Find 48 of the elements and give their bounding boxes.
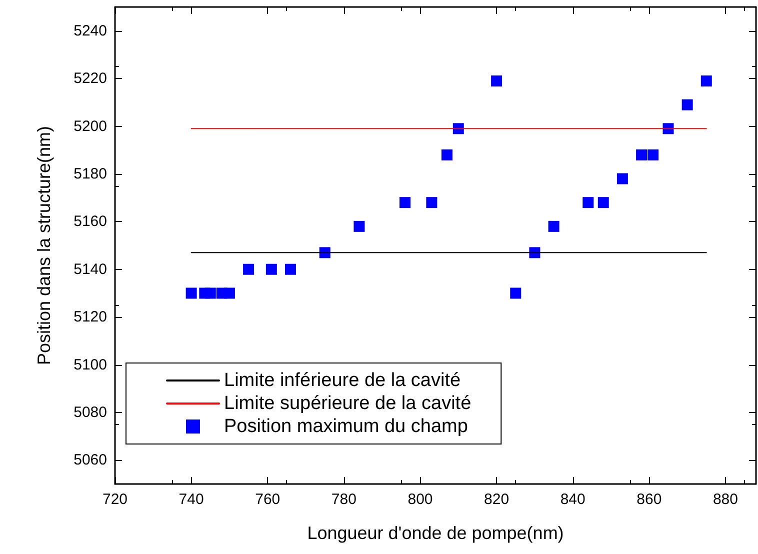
x-tick-label: 720 xyxy=(102,491,128,508)
point xyxy=(662,123,674,134)
point xyxy=(647,149,658,160)
point xyxy=(204,288,216,299)
y-axis-title: Position dans la structure(nm) xyxy=(34,126,54,366)
x-tick-label: 740 xyxy=(178,491,204,508)
y-tick-label: 5060 xyxy=(74,452,107,469)
y-tick-label: 5140 xyxy=(74,260,107,278)
legend-label: Limite supérieure de la cavité xyxy=(224,393,472,414)
point xyxy=(700,75,712,86)
x-tick-label: 760 xyxy=(255,491,280,508)
x-tick-label: 880 xyxy=(712,491,738,508)
point xyxy=(399,197,410,208)
point xyxy=(186,288,197,299)
x-tick-label: 840 xyxy=(560,491,586,508)
point xyxy=(426,197,438,208)
point xyxy=(452,123,464,134)
point xyxy=(510,288,522,299)
point xyxy=(598,197,609,208)
y-tick-label: 5200 xyxy=(74,118,107,135)
point xyxy=(266,264,277,275)
x-tick-label: 780 xyxy=(331,491,356,508)
point xyxy=(354,220,365,232)
point xyxy=(224,288,235,299)
x-axis-title: Longueur d'onde de pompe(nm) xyxy=(307,523,564,543)
y-tick-label: 5080 xyxy=(74,404,107,421)
point xyxy=(441,149,452,160)
point xyxy=(682,99,693,110)
point xyxy=(548,220,560,232)
x-tick-label: 800 xyxy=(408,491,433,508)
legend-label: Limite inférieure de la cavité xyxy=(224,370,461,391)
point xyxy=(616,173,628,184)
y-tick-label: 5100 xyxy=(74,356,107,374)
y-tick-label: 5240 xyxy=(74,22,107,40)
legend-label: Position maximum du champ xyxy=(224,416,468,437)
x-tick-label: 820 xyxy=(484,491,510,508)
point xyxy=(582,197,594,208)
y-tick-label: 5120 xyxy=(74,308,107,326)
y-tick-label: 5220 xyxy=(74,70,107,88)
point xyxy=(529,247,540,258)
x-tick-label: 860 xyxy=(636,491,662,508)
y-tick-label: 5180 xyxy=(74,165,107,182)
point xyxy=(636,149,648,160)
point xyxy=(319,247,330,258)
point xyxy=(491,75,502,86)
point xyxy=(285,264,296,275)
y-tick-label: 5160 xyxy=(74,213,107,230)
point xyxy=(243,264,254,275)
